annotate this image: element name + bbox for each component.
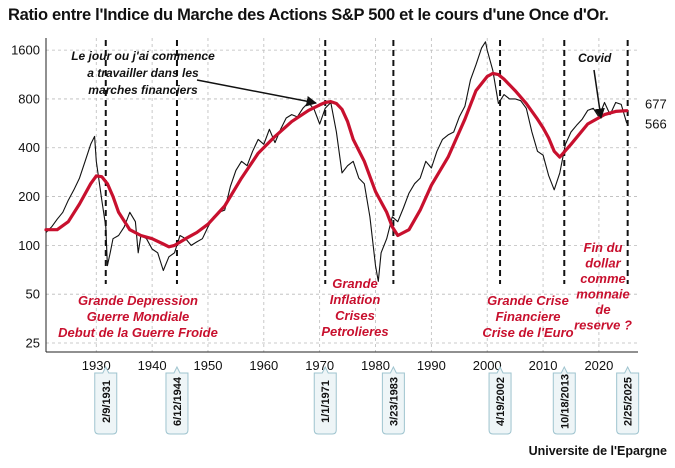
date-marker-label: 1/1/1971 [320,380,332,423]
annotation-career: Le jour ou j'ai commence [71,49,215,63]
annotation-inflation: Crises [335,308,375,323]
date-bubble-shape [165,365,189,435]
date-labels: 2/9/1931 6/12/1944 1/1/1971 3/23/1983 4/19/2… [94,365,640,435]
date-bubble-shape [488,365,512,435]
date-bubble-shape [552,365,576,435]
x-tick-label: 1950 [194,358,223,373]
annotation-inflation: Inflation [330,292,381,307]
date-marker-label: 4/19/2002 [495,377,507,426]
date-marker-label: 6/12/1944 [172,376,184,426]
date-marker-bubble: 4/19/2002 [488,365,512,435]
date-bubble-shape [94,365,118,435]
date-marker-label: 10/18/2013 [559,374,571,429]
ma-end-value: 677 [645,97,667,112]
annotation-reserve: de [595,302,610,317]
x-tick-label: 1960 [249,358,278,373]
x-tick-label: 1940 [138,358,167,373]
date-marker-bubble: 10/18/2013 [552,365,576,435]
x-tick-label: 2020 [584,358,613,373]
moving-average-line [44,71,629,249]
date-marker-label: 2/25/2025 [623,377,635,426]
x-tick-label: 1970 [305,358,334,373]
y-tick-label: 800 [18,91,40,106]
annotation-depression: Debut de la Guerre Froide [58,325,218,340]
gridlines [46,38,638,352]
date-marker-bubble: 6/12/1944 [165,365,189,435]
annotation-inflation: Petrolieres [321,324,388,339]
date-marker-bubble: 1/1/1971 [313,365,337,435]
date-bubble-shape [381,365,405,435]
x-tick-label: 1930 [82,358,111,373]
date-markers [104,40,629,284]
annotation-reserve: dollar [585,256,621,271]
career-arrow [196,79,318,107]
source-label: Universite de l'Epargne [528,444,667,458]
axes: 25 50 100 200 400 800 1600 1930 1940 1950 1960 1970… [11,38,638,373]
annotation-crisis: Grande Crise [487,293,569,308]
y-tick-label: 200 [18,189,40,204]
annotation-reserve: reserve ? [574,318,632,333]
annotation-career: a travailler dans les [87,66,199,80]
date-marker-bubble: 2/25/2025 [616,365,640,435]
ratio-end-value: 566 [645,116,667,131]
series [44,41,629,282]
annotation-reserve: Fin du [584,240,623,255]
date-marker-bubble: 3/23/1983 [381,365,405,435]
date-marker-bubble: 2/9/1931 [94,365,118,435]
annotation-depression: Guerre Mondiale [87,309,190,324]
annotation-crisis: Crise de l'Euro [482,325,573,340]
date-bubble-shape [313,365,337,435]
covid-arrow [593,69,605,120]
y-tick-label: 25 [26,335,40,350]
y-tick-label: 1600 [11,43,40,58]
annotation-reserve: comme [580,271,626,286]
x-tick-label: 1980 [361,358,390,373]
annotation-covid: Covid [578,51,612,65]
annotation-inflation: Grande [332,276,378,291]
y-tick-label: 100 [18,238,40,253]
annotation-depression: Grande Depression [78,293,198,308]
y-tick-label: 50 [26,287,40,302]
x-tick-label: 2000 [473,358,502,373]
annotation-reserve: monnaie [576,287,629,302]
annotation-crisis: Financiere [495,309,560,324]
x-tick-label: 2010 [529,358,558,373]
y-tick-label: 400 [18,140,40,155]
date-bubble-shape [616,365,640,435]
date-marker-label: 3/23/1983 [388,377,400,426]
x-tick-label: 1990 [417,358,446,373]
chart-title: Ratio entre l'Indice du Marche des Actio… [8,6,609,24]
annotation-career: marches financiers [88,83,198,97]
date-marker-label: 2/9/1931 [101,380,113,423]
